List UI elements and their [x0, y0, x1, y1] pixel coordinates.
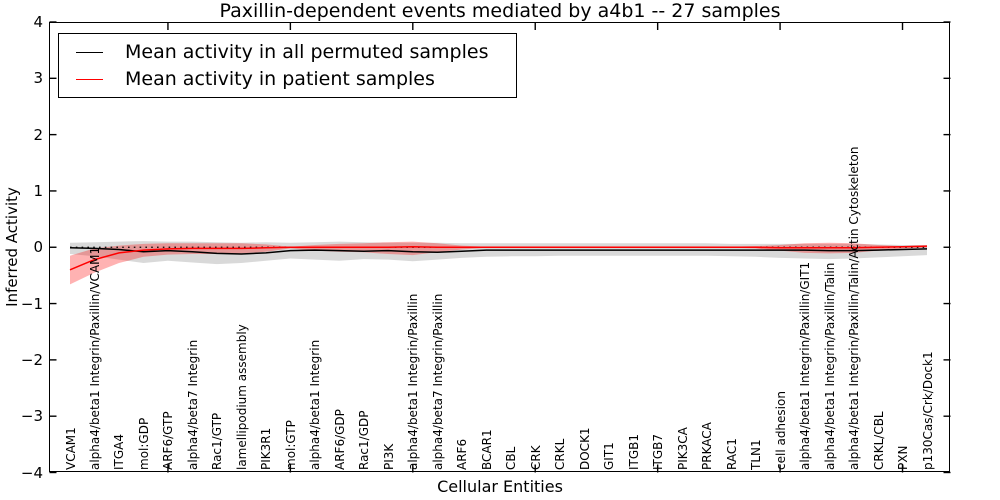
x-category-label: CRKL [553, 438, 568, 470]
x-category-label: Rac1/GTP [210, 412, 225, 470]
x-category-label: Rac1/GDP [357, 410, 372, 470]
legend-label-patient: Mean activity in patient samples [125, 68, 435, 90]
x-category-label: PI3K [381, 443, 396, 470]
x-category-label: alpha4/beta1 Integrin/Paxillin [406, 293, 421, 470]
legend-item-patient: Mean activity in patient samples [59, 68, 516, 90]
x-category-label: alpha4/beta1 Integrin/Paxillin/GIT1 [798, 261, 813, 470]
chart-title: Paxillin-dependent events mediated by a4… [219, 0, 781, 22]
axes-frame [49, 22, 950, 472]
x-category-label: PIK3CA [675, 427, 690, 470]
legend-item-permuted: Mean activity in all permuted samples [59, 41, 516, 63]
x-category-label: GIT1 [602, 442, 617, 470]
x-category-label: mol:GDP [136, 417, 151, 470]
x-category-label: mol:GTP [283, 420, 298, 470]
y-tick-label: −3 [20, 407, 43, 426]
x-category-label: alpha4/beta7 Integrin [185, 339, 200, 470]
legend: Mean activity in all permuted samples Me… [58, 33, 517, 98]
y-tick-label: 3 [33, 69, 43, 88]
y-tick-label: 1 [33, 181, 43, 200]
x-category-label: RAC1 [724, 438, 739, 470]
legend-label-permuted: Mean activity in all permuted samples [125, 41, 489, 63]
x-category-label: TLN1 [749, 439, 764, 470]
x-category-label: CBL [504, 446, 519, 470]
patient-mean-line [69, 245, 928, 271]
x-category-label: p130Cas/Crk/Dock1 [920, 351, 935, 470]
y-tick-label: 0 [33, 238, 43, 257]
patient-band [70, 241, 927, 285]
x-category-label: PRKACA [700, 422, 715, 470]
x-category-label: cell adhesion [773, 391, 788, 470]
x-category-label: ITGB1 [626, 433, 641, 470]
y-tick-label: 2 [33, 125, 43, 144]
x-category-label: VCAM1 [63, 427, 78, 470]
x-category-label: ARF6/GTP [161, 411, 176, 470]
y-tick-label: −1 [20, 294, 43, 313]
y-tick-label: −4 [20, 463, 43, 482]
x-category-label: lamellipodium assembly [234, 324, 249, 470]
x-category-label: alpha4/beta7 Integrin/Paxillin [430, 293, 445, 470]
x-category-label: DOCK1 [577, 427, 592, 470]
x-category-label: ITGA4 [112, 433, 127, 470]
x-category-label: PIK3R1 [259, 427, 274, 470]
y-tick-label: −2 [20, 350, 43, 369]
x-category-label: alpha4/beta1 Integrin/Paxillin/VCAM1 [87, 246, 102, 470]
x-category-label: BCAR1 [479, 429, 494, 470]
x-category-label: alpha4/beta1 Integrin/Paxillin/Talin/Act… [847, 146, 862, 470]
y-tick-label: 4 [33, 13, 43, 31]
x-axis-label: Cellular Entities [437, 477, 563, 496]
x-category-label: ARF6 [455, 438, 470, 470]
x-category-label: ARF6/GDP [332, 409, 347, 470]
legend-line-permuted-icon [76, 51, 103, 53]
x-category-label: alpha4/beta1 Integrin [308, 339, 323, 470]
x-category-label: ITGB7 [651, 433, 666, 470]
x-category-label: PXN [896, 445, 910, 470]
x-category-label: CRK [528, 445, 543, 470]
x-category-label: CRKL/CBL [871, 411, 886, 470]
legend-line-patient-icon [76, 78, 103, 80]
permuted-mean-line [69, 247, 928, 255]
x-category-label: alpha4/beta1 Integrin/Paxillin/Talin [822, 262, 837, 470]
